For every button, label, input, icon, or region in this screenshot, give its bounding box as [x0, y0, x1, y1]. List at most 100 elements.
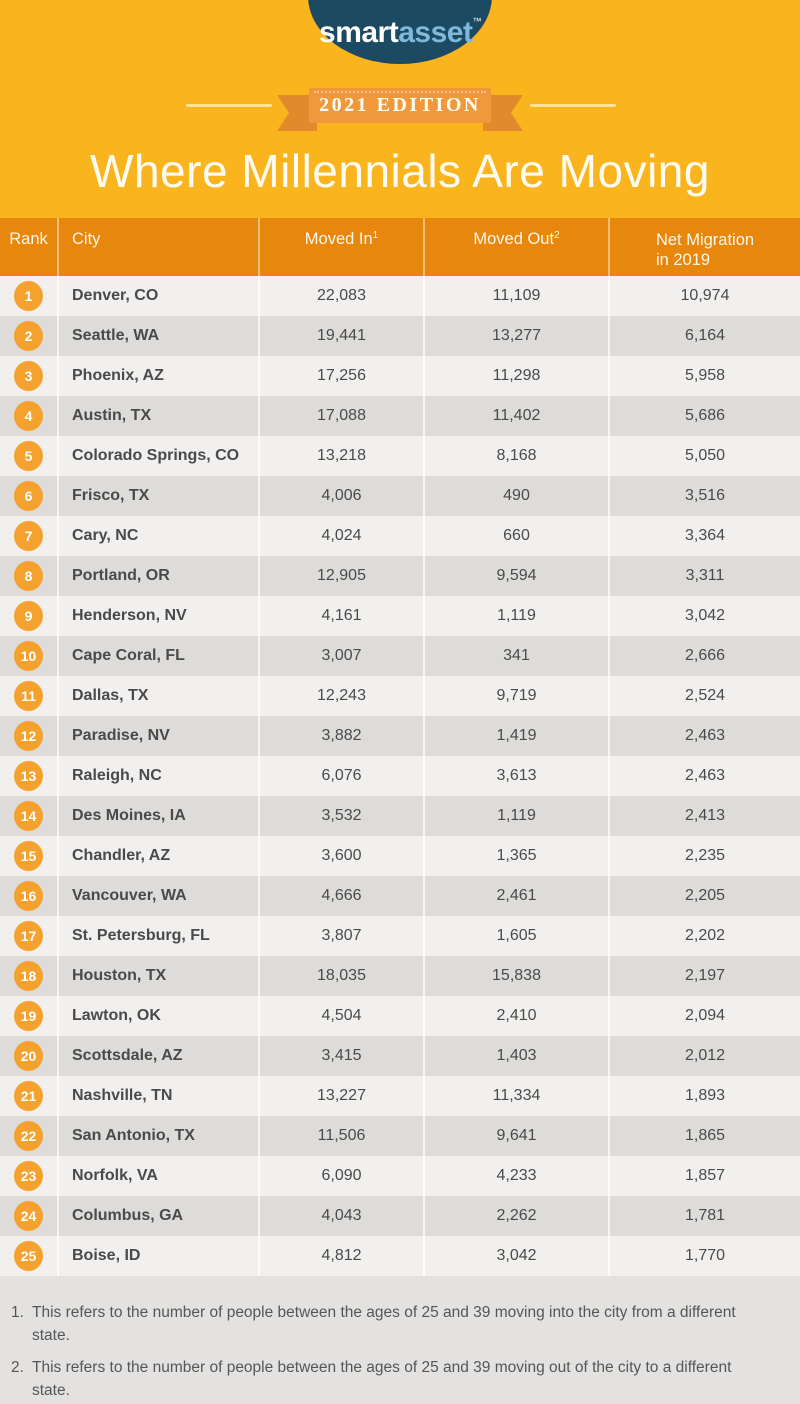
table-row: 16 Vancouver, WA 4,666 2,461 2,205: [0, 876, 800, 916]
net-migration-cell: 2,235: [608, 836, 800, 876]
rank-cell: 19: [0, 996, 57, 1036]
rank-badge: 11: [14, 681, 43, 711]
moved-out-cell: 9,641: [423, 1116, 608, 1156]
net-migration-cell: 10,974: [608, 276, 800, 316]
net-migration-cell: 6,164: [608, 316, 800, 356]
table-row: 10 Cape Coral, FL 3,007 341 2,666: [0, 636, 800, 676]
rank-badge: 15: [14, 841, 43, 871]
rank-badge: 13: [14, 761, 43, 791]
rank-badge: 1: [14, 281, 43, 311]
moved-out-cell: 11,109: [423, 276, 608, 316]
moved-out-cell: 1,605: [423, 916, 608, 956]
moved-in-cell: 3,600: [258, 836, 423, 876]
moved-in-footnote-ref: 1: [372, 230, 379, 241]
moved-in-cell: 18,035: [258, 956, 423, 996]
rank-cell: 11: [0, 676, 57, 716]
moved-in-cell: 3,007: [258, 636, 423, 676]
net-migration-label-line1: Net Migration: [655, 231, 755, 249]
city-cell: Colorado Springs, CO: [57, 436, 258, 476]
moved-out-cell: 1,119: [423, 796, 608, 836]
rank-cell: 6: [0, 476, 57, 516]
moved-in-cell: 4,006: [258, 476, 423, 516]
moved-in-cell: 13,218: [258, 436, 423, 476]
city-cell: Chandler, AZ: [57, 836, 258, 876]
moved-out-cell: 1,119: [423, 596, 608, 636]
trademark-symbol: ™: [472, 16, 481, 26]
net-migration-cell: 3,311: [608, 556, 800, 596]
table-row: 22 San Antonio, TX 11,506 9,641 1,865: [0, 1116, 800, 1156]
net-migration-cell: 2,524: [608, 676, 800, 716]
column-header-moved-in: Moved In 1: [258, 218, 423, 276]
footnote-2-text: This refers to the number of people betw…: [32, 1358, 732, 1399]
net-migration-cell: 1,781: [608, 1196, 800, 1236]
rank-cell: 5: [0, 436, 57, 476]
rank-cell: 12: [0, 716, 57, 756]
rank-cell: 10: [0, 636, 57, 676]
rank-badge: 16: [14, 881, 43, 911]
footnote-2: 2. This refers to the number of people b…: [11, 1356, 770, 1403]
moved-out-cell: 11,402: [423, 396, 608, 436]
rank-badge: 14: [14, 801, 43, 831]
city-cell: Paradise, NV: [57, 716, 258, 756]
rank-badge: 20: [14, 1041, 43, 1071]
city-cell: Houston, TX: [57, 956, 258, 996]
moved-out-cell: 660: [423, 516, 608, 556]
city-cell: Boise, ID: [57, 1236, 258, 1276]
net-migration-label-line2: in 2019: [655, 251, 711, 270]
moved-out-cell: 1,419: [423, 716, 608, 756]
table-row: 9 Henderson, NV 4,161 1,119 3,042: [0, 596, 800, 636]
moved-out-cell: 1,365: [423, 836, 608, 876]
rank-badge: 12: [14, 721, 43, 751]
net-migration-cell: 2,012: [608, 1036, 800, 1076]
moved-in-cell: 12,905: [258, 556, 423, 596]
smartasset-logo-text: smartasset™: [308, 16, 492, 50]
moved-out-cell: 9,719: [423, 676, 608, 716]
ribbon-rule-right: [530, 104, 616, 107]
rank-cell: 7: [0, 516, 57, 556]
city-cell: Denver, CO: [57, 276, 258, 316]
moved-in-cell: 4,812: [258, 1236, 423, 1276]
rank-cell: 2: [0, 316, 57, 356]
table-row: 23 Norfolk, VA 6,090 4,233 1,857: [0, 1156, 800, 1196]
net-migration-cell: 2,197: [608, 956, 800, 996]
net-migration-label-stack: Net Migration in 2019: [656, 230, 754, 270]
city-cell: Scottsdale, AZ: [57, 1036, 258, 1076]
moved-in-cell: 4,161: [258, 596, 423, 636]
rank-cell: 24: [0, 1196, 57, 1236]
city-cell: Phoenix, AZ: [57, 356, 258, 396]
rank-cell: 23: [0, 1156, 57, 1196]
moved-out-cell: 3,613: [423, 756, 608, 796]
net-migration-cell: 3,364: [608, 516, 800, 556]
moved-out-footnote-ref: 2: [554, 230, 560, 241]
city-cell: Seattle, WA: [57, 316, 258, 356]
moved-in-cell: 11,506: [258, 1116, 423, 1156]
rank-cell: 3: [0, 356, 57, 396]
smartasset-logo: smartasset™: [308, 0, 492, 64]
moved-in-cell: 17,088: [258, 396, 423, 436]
moved-out-cell: 9,594: [423, 556, 608, 596]
moved-out-cell: 2,461: [423, 876, 608, 916]
rank-badge: 24: [14, 1201, 43, 1231]
rank-badge: 9: [14, 601, 43, 631]
moved-out-cell: 11,334: [423, 1076, 608, 1116]
rank-cell: 20: [0, 1036, 57, 1076]
moved-in-cell: 19,441: [258, 316, 423, 356]
moved-out-cell: 8,168: [423, 436, 608, 476]
rank-cell: 4: [0, 396, 57, 436]
moved-out-cell: 341: [423, 636, 608, 676]
moved-out-cell: 13,277: [423, 316, 608, 356]
table-row: 8 Portland, OR 12,905 9,594 3,311: [0, 556, 800, 596]
table-row: 3 Phoenix, AZ 17,256 11,298 5,958: [0, 356, 800, 396]
moved-in-cell: 22,083: [258, 276, 423, 316]
rank-badge: 2: [14, 321, 43, 351]
city-cell: Cary, NC: [57, 516, 258, 556]
moved-in-cell: 6,076: [258, 756, 423, 796]
net-migration-cell: 2,463: [608, 716, 800, 756]
column-header-moved-out: Moved Out 2: [423, 218, 608, 276]
logo-brand-part1: smart: [319, 16, 399, 49]
net-migration-cell: 2,202: [608, 916, 800, 956]
table-row: 14 Des Moines, IA 3,532 1,119 2,413: [0, 796, 800, 836]
moved-out-cell: 2,410: [423, 996, 608, 1036]
table-row: 1 Denver, CO 22,083 11,109 10,974: [0, 276, 800, 316]
table-row: 11 Dallas, TX 12,243 9,719 2,524: [0, 676, 800, 716]
